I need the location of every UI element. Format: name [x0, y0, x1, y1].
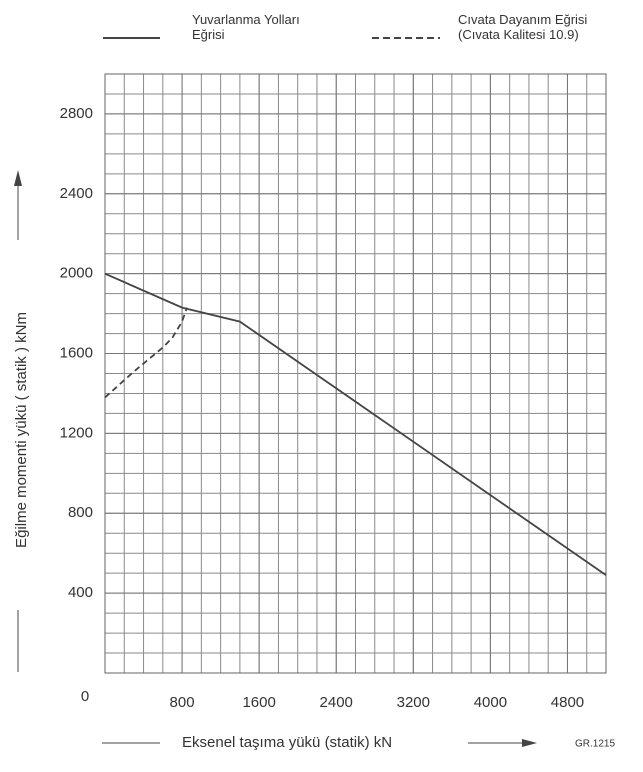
y-axis-label: Eğilme momenti yükü ( statik ) kNm: [13, 312, 30, 548]
y-tick-label: 2000: [60, 265, 93, 282]
y-tick-label: 800: [68, 504, 93, 521]
x-tick-label: 0: [81, 688, 89, 705]
x-tick-label: 4800: [551, 694, 584, 711]
y-tick-label: 1600: [60, 345, 93, 362]
y-tick-label: 400: [68, 584, 93, 601]
code: GR.1215: [575, 739, 615, 750]
x-axis-label: Eksenel taşıma yükü (statik) kN: [182, 734, 392, 751]
series-line: [104, 307, 188, 399]
plot-frame: [104, 73, 607, 674]
legend-label: Yuvarlanma Yolları Eğrisi: [192, 12, 300, 42]
legend-label: Cıvata Dayanım Eğrisi (Cıvata Kalitesi 1…: [458, 12, 588, 42]
x-tick-label: 2400: [320, 694, 353, 711]
x-tick-label: 1600: [242, 694, 275, 711]
y-tick-label: 2800: [60, 105, 93, 122]
x-tick-label: 3200: [397, 694, 430, 711]
x-tick-label: 800: [170, 694, 195, 711]
series-line: [104, 272, 607, 576]
x-tick-label: 4000: [474, 694, 507, 711]
y-tick-label: 2400: [60, 185, 93, 202]
arrow-head: [522, 739, 537, 747]
arrow-head: [14, 170, 22, 186]
y-tick-label: 1200: [60, 424, 93, 441]
